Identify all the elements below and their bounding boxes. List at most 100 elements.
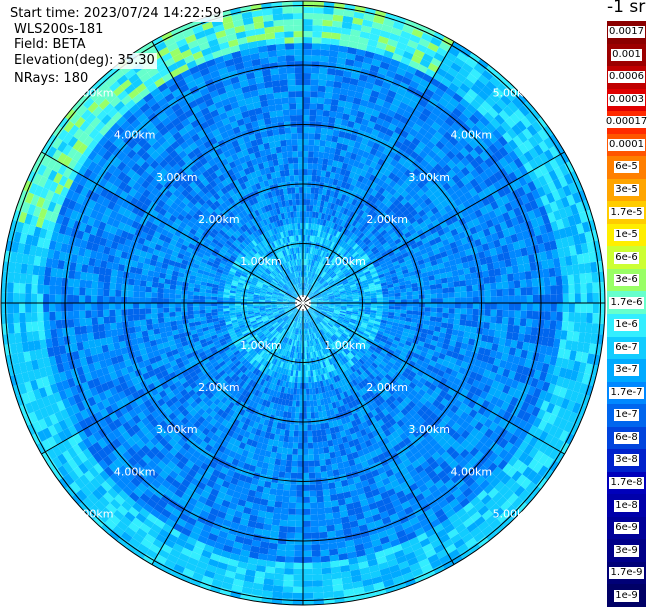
radar-cell — [531, 406, 541, 417]
radar-cell — [408, 408, 417, 417]
radar-cell — [323, 501, 332, 508]
radar-cell — [574, 312, 581, 323]
radar-cell — [110, 276, 117, 284]
radar-cell — [205, 306, 212, 310]
radar-cell — [392, 399, 401, 407]
radar-cell — [328, 304, 335, 307]
radar-cell — [280, 513, 289, 521]
radar-cell — [333, 333, 339, 339]
radar-cell — [392, 339, 400, 346]
radar-cell — [466, 522, 478, 533]
radar-cell — [308, 308, 314, 313]
radar-cell — [80, 271, 88, 281]
radar-cell — [424, 408, 434, 417]
radar-cell — [25, 293, 32, 303]
radar-cell — [483, 418, 493, 429]
radar-cell — [116, 270, 124, 278]
radar-cell — [115, 296, 122, 303]
radar-cell — [349, 320, 356, 324]
radar-cell — [483, 448, 494, 459]
radar-cell — [460, 308, 467, 315]
radar-cell — [442, 312, 449, 319]
radar-cell — [376, 310, 383, 315]
radar-cell — [396, 358, 404, 365]
radar-cell — [282, 592, 293, 599]
radar-cell — [127, 290, 134, 298]
radar-cell — [322, 483, 330, 490]
radar-cell — [109, 309, 116, 317]
radar-cell — [428, 484, 439, 494]
radar-cell — [411, 459, 421, 469]
radar-cell — [396, 411, 405, 420]
radar-cell — [456, 335, 464, 343]
radar-cell — [374, 399, 382, 407]
radar-cell — [343, 318, 350, 322]
radar-cell — [497, 408, 507, 418]
radar-cell — [458, 325, 466, 332]
radar-cell — [547, 383, 556, 394]
radar-cell — [331, 343, 336, 350]
radar-cell — [322, 307, 329, 311]
radar-cell — [511, 332, 519, 341]
radar-cell — [290, 412, 296, 419]
radar-cell — [481, 525, 494, 537]
radar-cell — [400, 309, 407, 314]
radar-cell — [538, 442, 549, 454]
radar-cell — [385, 323, 393, 329]
radar-cell — [462, 337, 470, 345]
radar-cell — [303, 574, 313, 581]
radar-cell — [327, 311, 334, 314]
radar-cell — [266, 560, 276, 568]
radar-cell — [422, 451, 432, 461]
radar-cell — [421, 346, 429, 354]
radar-cell — [486, 335, 495, 344]
radar-cell — [360, 337, 368, 343]
radar-cell — [329, 554, 340, 562]
radar-cell — [87, 265, 95, 274]
radar-cell — [303, 568, 313, 575]
radar-cell — [67, 278, 75, 287]
radar-cell — [424, 433, 434, 443]
radar-cell — [474, 440, 485, 451]
radar-cell — [507, 455, 519, 467]
radar-cell — [448, 459, 459, 470]
radar-cell — [382, 332, 390, 338]
radar-cell — [501, 323, 508, 332]
radar-cell — [91, 317, 99, 326]
radar-cell — [409, 325, 417, 332]
radar-cell — [460, 314, 467, 321]
radar-cell — [313, 312, 319, 317]
radar-cell — [337, 317, 344, 321]
radar-cell — [533, 369, 542, 380]
radar-cell — [367, 337, 374, 343]
radar-cell — [475, 475, 486, 486]
radar-cell — [73, 295, 80, 303]
radar-cell — [74, 271, 82, 280]
radar-cell — [305, 364, 308, 371]
radar-cell — [370, 312, 377, 316]
radar-cell — [523, 334, 531, 343]
radar-cell — [371, 303, 377, 306]
radar-cell — [235, 305, 242, 308]
radar-cell — [340, 305, 347, 308]
radar-cell — [332, 511, 341, 519]
radar-cell — [79, 295, 86, 303]
radar-cell — [152, 276, 160, 283]
radar-cell — [487, 462, 498, 473]
radar-cell — [562, 303, 569, 313]
radar-cell — [157, 303, 164, 309]
radar-cell — [479, 434, 490, 445]
radar-cell — [309, 496, 317, 503]
radar-cell — [324, 317, 330, 322]
radar-cell — [463, 405, 473, 415]
radar-cell — [496, 366, 505, 376]
radar-cell — [561, 358, 570, 369]
radar-cell — [477, 490, 488, 501]
radar-cell — [433, 330, 440, 337]
radar-cell — [320, 321, 326, 327]
radar-cell — [303, 598, 314, 605]
radar-cell — [514, 303, 521, 311]
radar-cell — [175, 303, 182, 308]
radar-cell — [360, 364, 367, 372]
radar-cell — [414, 348, 422, 356]
